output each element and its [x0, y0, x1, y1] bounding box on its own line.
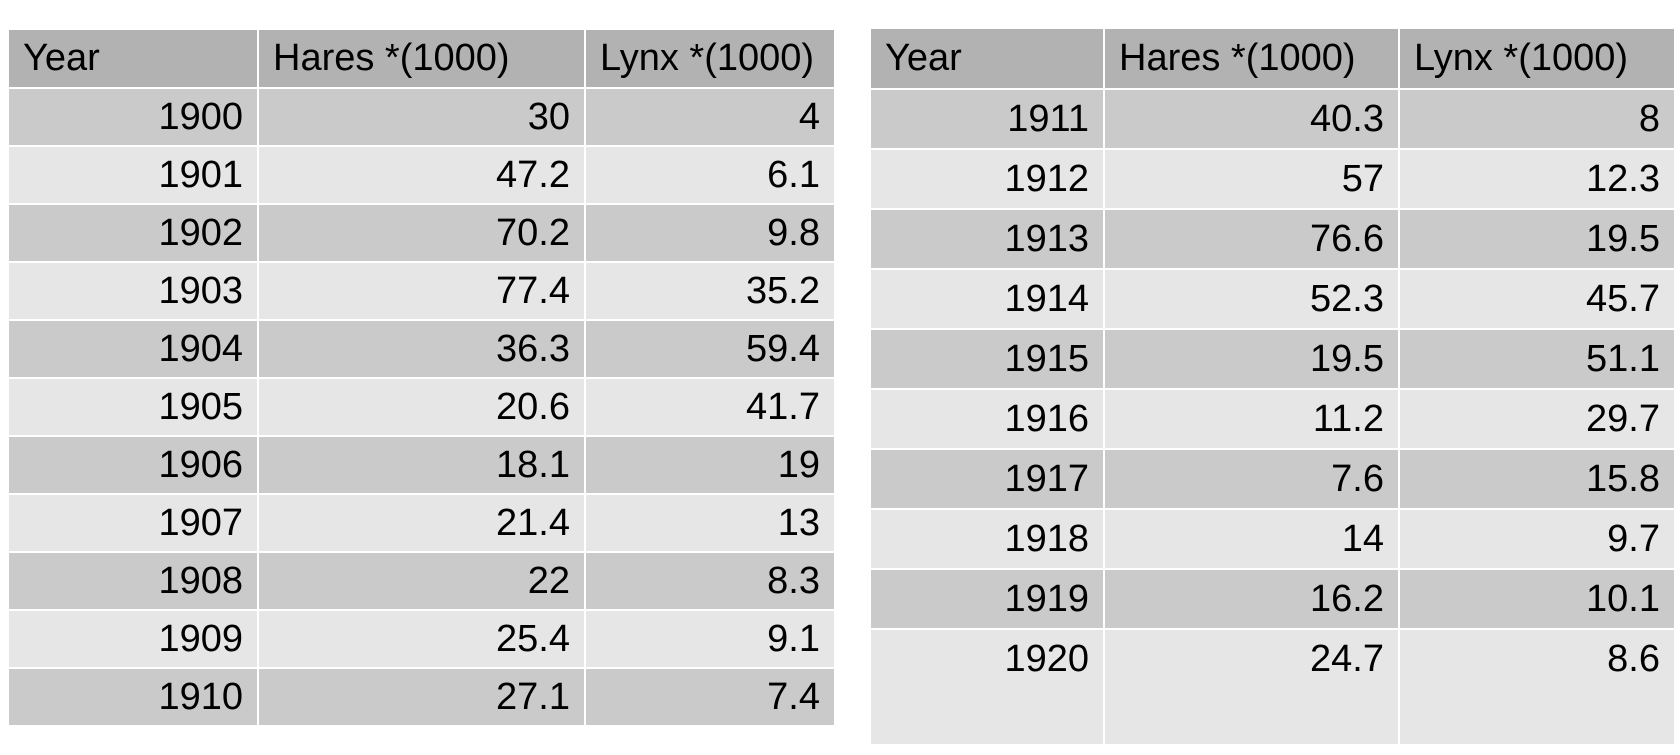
lynx-cell: 13 [585, 494, 834, 553]
lynx-cell: 9.8 [585, 204, 834, 263]
table-row: 1906 18.1 19 [9, 436, 834, 495]
lynx-cell: 7.4 [585, 668, 834, 727]
table-row: 1902 70.2 9.8 [9, 204, 834, 263]
year-cell: 1915 [871, 329, 1105, 390]
hares-cell: 70.2 [258, 204, 586, 263]
lynx-cell: 41.7 [585, 378, 834, 437]
hares-cell: 11.2 [1104, 389, 1400, 450]
header-year: Year [9, 30, 259, 89]
table-row: 1913 76.6 19.5 [871, 209, 1674, 270]
hares-cell: 25.4 [258, 610, 586, 669]
lynx-cell: 29.7 [1399, 389, 1674, 450]
table-row: 1905 20.6 41.7 [9, 378, 834, 437]
year-cell: 1913 [871, 209, 1105, 270]
header-lynx: Lynx *(1000) [585, 30, 834, 89]
lynx-cell: 35.2 [585, 262, 834, 321]
year-cell: 1908 [9, 552, 259, 611]
lynx-cell: 9.1 [585, 610, 834, 669]
table-row: 1901 47.2 6.1 [9, 146, 834, 205]
hares-cell: 7.6 [1104, 449, 1400, 510]
table-row: 1903 77.4 35.2 [9, 262, 834, 321]
hares-cell: 20.6 [258, 378, 586, 437]
lynx-cell: 10.1 [1399, 569, 1674, 630]
lynx-cell: 12.3 [1399, 149, 1674, 210]
lynx-cell: 4 [585, 88, 834, 147]
hares-cell: 30 [258, 88, 586, 147]
year-cell: 1914 [871, 269, 1105, 330]
year-cell: 1917 [871, 449, 1105, 510]
year-cell: 1919 [871, 569, 1105, 630]
year-cell: 1912 [871, 149, 1105, 210]
hares-cell: 77.4 [258, 262, 586, 321]
hares-cell: 16.2 [1104, 569, 1400, 630]
hares-cell: 14 [1104, 509, 1400, 570]
table-row: 1909 25.4 9.1 [9, 610, 834, 669]
year-cell: 1907 [9, 494, 259, 553]
table-row: 1917 7.6 15.8 [871, 449, 1674, 510]
hares-lynx-table-1900-1910: Year Hares *(1000) Lynx *(1000) 1900 30 … [9, 30, 834, 727]
hares-cell: 52.3 [1104, 269, 1400, 330]
year-cell: 1902 [9, 204, 259, 263]
table-row: 1911 40.3 8 [871, 89, 1674, 150]
year-cell: 1916 [871, 389, 1105, 450]
table-row: 1904 36.3 59.4 [9, 320, 834, 379]
lynx-cell: 8.6 [1399, 629, 1674, 689]
table-row: 1907 21.4 13 [9, 494, 834, 553]
hares-lynx-table-1911-1920: Year Hares *(1000) Lynx *(1000) 1911 40.… [871, 29, 1674, 744]
table-row: 1916 11.2 29.7 [871, 389, 1674, 450]
lynx-cell: 45.7 [1399, 269, 1674, 330]
hares-cell: 36.3 [258, 320, 586, 379]
lynx-cell: 8 [1399, 89, 1674, 150]
header-row: Year Hares *(1000) Lynx *(1000) [871, 29, 1674, 90]
lynx-cell: 51.1 [1399, 329, 1674, 390]
year-cell: 1904 [9, 320, 259, 379]
hares-cell: 27.1 [258, 668, 586, 727]
table-row: 1900 30 4 [9, 88, 834, 147]
hares-cell: 24.7 [1104, 629, 1400, 689]
hares-cell: 47.2 [258, 146, 586, 205]
year-cell: 1903 [9, 262, 259, 321]
table-row: 1920 24.7 8.6 [871, 629, 1674, 689]
hares-cell: 40.3 [1104, 89, 1400, 150]
empty-cell [871, 689, 1105, 744]
year-cell: 1920 [871, 629, 1105, 689]
lynx-cell: 15.8 [1399, 449, 1674, 510]
empty-cell [1104, 689, 1400, 744]
hares-cell: 76.6 [1104, 209, 1400, 270]
header-year: Year [871, 29, 1105, 90]
lynx-cell: 9.7 [1399, 509, 1674, 570]
header-lynx: Lynx *(1000) [1399, 29, 1674, 90]
table-row: 1915 19.5 51.1 [871, 329, 1674, 390]
lynx-cell: 8.3 [585, 552, 834, 611]
year-cell: 1911 [871, 89, 1105, 150]
year-cell: 1901 [9, 146, 259, 205]
year-cell: 1910 [9, 668, 259, 727]
header-row: Year Hares *(1000) Lynx *(1000) [9, 30, 834, 89]
hares-cell: 57 [1104, 149, 1400, 210]
empty-cell [1399, 689, 1674, 744]
year-cell: 1900 [9, 88, 259, 147]
year-cell: 1905 [9, 378, 259, 437]
hares-cell: 18.1 [258, 436, 586, 495]
table-row: 1918 14 9.7 [871, 509, 1674, 570]
header-hares: Hares *(1000) [1104, 29, 1400, 90]
year-cell: 1909 [9, 610, 259, 669]
table-row: 1919 16.2 10.1 [871, 569, 1674, 630]
hares-cell: 19.5 [1104, 329, 1400, 390]
lynx-cell: 59.4 [585, 320, 834, 379]
lynx-cell: 6.1 [585, 146, 834, 205]
table-row: 1914 52.3 45.7 [871, 269, 1674, 330]
header-hares: Hares *(1000) [258, 30, 586, 89]
table-row: 1910 27.1 7.4 [9, 668, 834, 727]
empty-row [871, 689, 1674, 744]
table-row: 1908 22 8.3 [9, 552, 834, 611]
hares-cell: 22 [258, 552, 586, 611]
hares-cell: 21.4 [258, 494, 586, 553]
year-cell: 1918 [871, 509, 1105, 570]
year-cell: 1906 [9, 436, 259, 495]
lynx-cell: 19.5 [1399, 209, 1674, 270]
table-row: 1912 57 12.3 [871, 149, 1674, 210]
lynx-cell: 19 [585, 436, 834, 495]
